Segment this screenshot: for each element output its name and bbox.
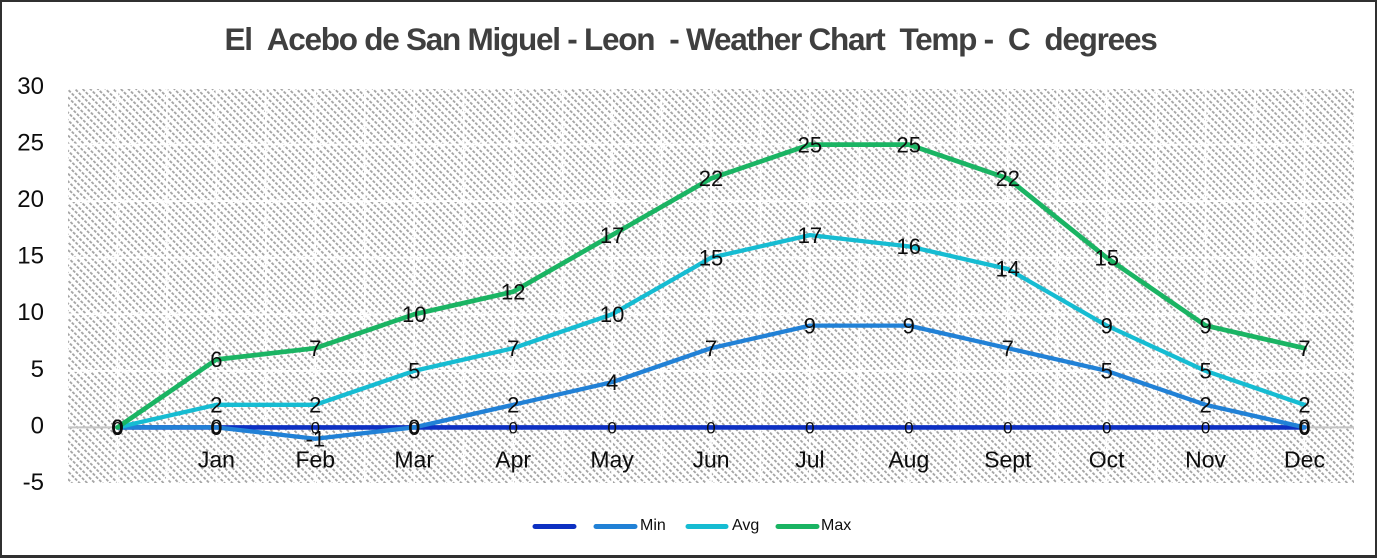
svg-text:14: 14: [996, 257, 1020, 282]
svg-text:15: 15: [699, 245, 723, 270]
svg-text:0: 0: [111, 415, 123, 440]
svg-text:Jan: Jan: [198, 447, 235, 473]
svg-text:0: 0: [408, 415, 420, 440]
svg-text:12: 12: [501, 279, 525, 304]
svg-text:Min: Min: [640, 517, 666, 534]
svg-text:20: 20: [17, 186, 44, 213]
svg-text:0: 0: [1201, 418, 1210, 437]
svg-text:Apr: Apr: [495, 447, 531, 473]
svg-text:7: 7: [1002, 336, 1014, 361]
svg-text:Sept: Sept: [984, 447, 1032, 473]
svg-text:0: 0: [1003, 418, 1012, 437]
svg-text:9: 9: [903, 313, 915, 338]
svg-text:22: 22: [699, 166, 723, 191]
svg-text:17: 17: [798, 223, 822, 248]
svg-text:7: 7: [1298, 336, 1310, 361]
svg-text:0: 0: [409, 418, 418, 437]
svg-text:15: 15: [17, 243, 44, 270]
svg-text:2: 2: [507, 393, 519, 418]
svg-text:0: 0: [1300, 418, 1309, 437]
svg-text:May: May: [590, 447, 634, 473]
svg-text:7: 7: [309, 336, 321, 361]
svg-text:0: 0: [113, 418, 122, 437]
svg-text:0: 0: [111, 415, 123, 440]
svg-text:Aug: Aug: [888, 447, 929, 473]
svg-text:Mar: Mar: [394, 447, 434, 473]
svg-text:5: 5: [1199, 359, 1211, 384]
svg-text:Max: Max: [821, 517, 851, 534]
svg-text:4: 4: [606, 370, 618, 395]
svg-text:15: 15: [1094, 245, 1118, 270]
svg-text:16: 16: [897, 234, 921, 259]
svg-text:2: 2: [210, 393, 222, 418]
svg-text:-1: -1: [306, 426, 326, 451]
svg-text:0: 0: [210, 415, 222, 440]
svg-text:0: 0: [111, 415, 123, 440]
svg-text:10: 10: [402, 302, 426, 327]
svg-text:2: 2: [1199, 393, 1211, 418]
svg-text:0: 0: [508, 418, 517, 437]
svg-text:2: 2: [309, 393, 321, 418]
svg-text:17: 17: [600, 223, 624, 248]
svg-text:5: 5: [1101, 359, 1113, 384]
svg-text:7: 7: [705, 336, 717, 361]
svg-text:7: 7: [507, 336, 519, 361]
svg-text:0: 0: [805, 418, 814, 437]
svg-text:0: 0: [1102, 418, 1111, 437]
svg-text:Avg: Avg: [732, 517, 759, 534]
svg-text:Jul: Jul: [795, 447, 824, 473]
svg-text:Dec: Dec: [1284, 447, 1325, 473]
svg-text:-5: -5: [23, 469, 44, 496]
svg-text:Nov: Nov: [1185, 447, 1226, 473]
svg-text:9: 9: [1101, 313, 1113, 338]
svg-text:5: 5: [31, 356, 44, 383]
svg-text:Oct: Oct: [1089, 447, 1125, 473]
svg-text:9: 9: [1199, 313, 1211, 338]
svg-text:0: 0: [706, 418, 715, 437]
svg-text:5: 5: [408, 359, 420, 384]
svg-text:25: 25: [897, 132, 921, 157]
svg-text:22: 22: [996, 166, 1020, 191]
svg-text:Feb: Feb: [295, 447, 335, 473]
svg-text:0: 0: [904, 418, 913, 437]
svg-text:9: 9: [804, 313, 816, 338]
svg-text:6: 6: [210, 347, 222, 372]
svg-text:Jun: Jun: [692, 447, 729, 473]
svg-text:10: 10: [600, 302, 624, 327]
svg-text:0: 0: [212, 418, 221, 437]
svg-text:0: 0: [31, 412, 44, 439]
svg-text:0: 0: [311, 418, 320, 437]
svg-text:0: 0: [607, 418, 616, 437]
svg-text:25: 25: [798, 132, 822, 157]
svg-text:10: 10: [17, 299, 44, 326]
svg-text:30: 30: [17, 73, 44, 100]
svg-text:25: 25: [17, 130, 44, 157]
svg-text:0: 0: [1298, 415, 1310, 440]
svg-text:2: 2: [1298, 393, 1310, 418]
